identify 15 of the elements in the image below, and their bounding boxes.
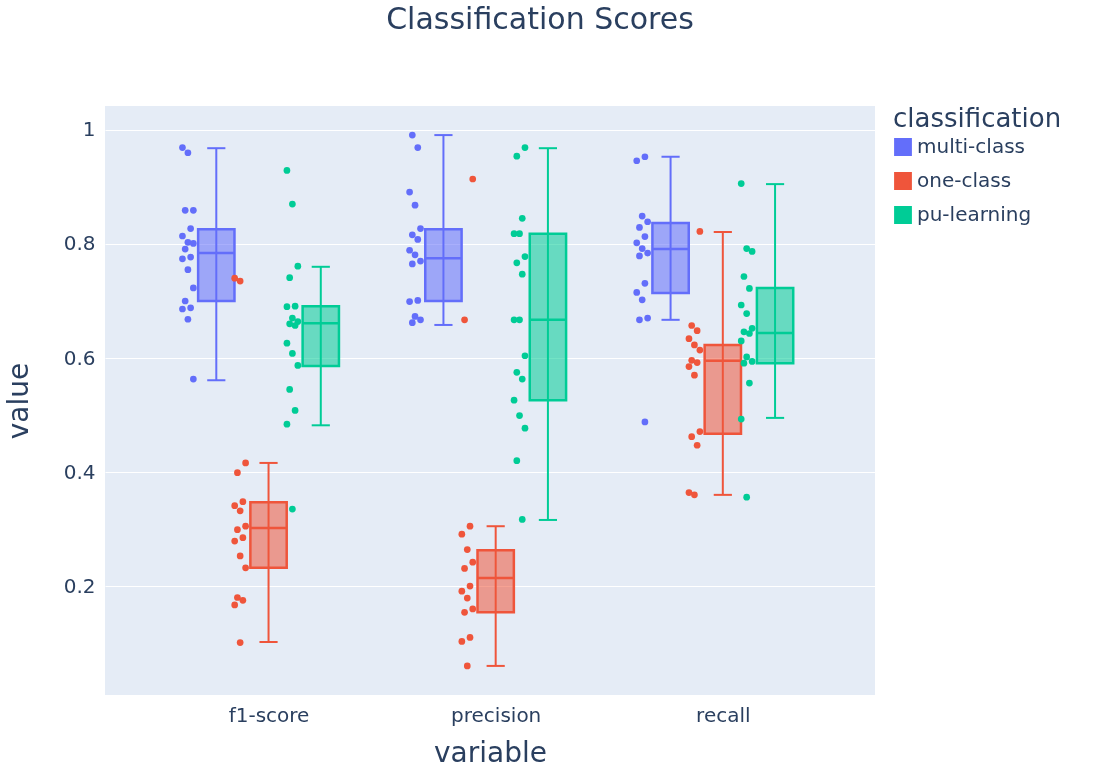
y-axis-title: value — [1, 362, 35, 440]
legend-label: multi-class — [917, 134, 1025, 158]
y-tick-label: 1 — [82, 117, 96, 142]
legend-title: classification — [893, 103, 1062, 133]
legend-label: one-class — [917, 168, 1012, 192]
x-tick-label: precision — [451, 702, 542, 727]
chart-title: Classification Scores — [386, 1, 694, 36]
y-tick-label: 0.4 — [63, 459, 96, 484]
y-tick-label: 0.8 — [63, 231, 96, 256]
x-axis-title: variable — [434, 735, 547, 769]
legend-label: pu-learning — [917, 202, 1032, 226]
y-tick-label: 0.2 — [63, 573, 96, 598]
x-tick-label: recall — [696, 702, 751, 727]
y-tick-label: 0.6 — [63, 345, 96, 370]
x-tick-label: f1-score — [228, 702, 310, 727]
